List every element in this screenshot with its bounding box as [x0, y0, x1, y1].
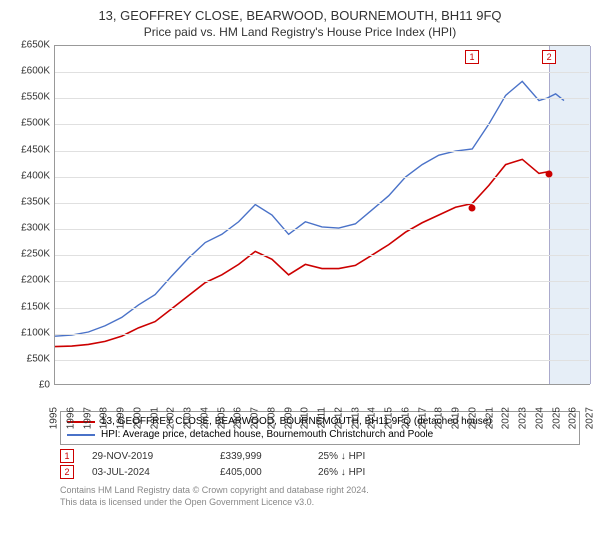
transaction-date: 29-NOV-2019: [92, 451, 202, 462]
x-tick-label: 2025: [551, 407, 562, 429]
x-tick-label: 2027: [585, 407, 596, 429]
gridline: [55, 308, 589, 309]
x-tick-label: 2019: [451, 407, 462, 429]
x-tick-label: 2008: [266, 407, 277, 429]
y-axis: £0£50K£100K£150K£200K£250K£300K£350K£400…: [10, 45, 54, 385]
y-tick-label: £350K: [21, 196, 50, 207]
x-tick-label: 1996: [65, 407, 76, 429]
x-tick-label: 1999: [116, 407, 127, 429]
x-tick-label: 2003: [183, 407, 194, 429]
marker-2: 2: [542, 50, 556, 64]
x-tick-label: 2000: [132, 407, 143, 429]
gridline: [55, 98, 589, 99]
gridline: [55, 360, 589, 361]
x-tick-label: 2011: [317, 407, 328, 429]
series-hpi: [55, 81, 564, 336]
x-tick-label: 2005: [216, 407, 227, 429]
gridline: [55, 334, 589, 335]
footnote-line-1: Contains HM Land Registry data © Crown c…: [60, 485, 580, 497]
gridline: [55, 203, 589, 204]
x-tick-label: 1998: [99, 407, 110, 429]
transaction-list: 1 29-NOV-2019 £339,999 25% ↓ HPI 2 03-JUL-202…: [10, 449, 590, 479]
x-axis: 1995199619971998199920002001200220032004…: [54, 385, 590, 405]
gridline: [55, 255, 589, 256]
x-tick-label: 2017: [417, 407, 428, 429]
transaction-row: 1 29-NOV-2019 £339,999 25% ↓ HPI: [60, 449, 580, 463]
gridline: [55, 281, 589, 282]
x-tick-label: 2024: [534, 407, 545, 429]
x-tick-label: 2020: [467, 407, 478, 429]
chart-area: £0 £50K £100K £150K £200K £250K £300K £350K £400…: [10, 45, 590, 405]
x-tick-label: 2004: [199, 407, 210, 429]
series-price_paid: [55, 159, 547, 346]
transaction-marker: 2: [60, 465, 74, 479]
y-tick-label: £650K: [21, 40, 50, 51]
x-tick-label: 2026: [568, 407, 579, 429]
x-tick-label: 2023: [518, 407, 529, 429]
y-tick-label: £500K: [21, 118, 50, 129]
x-tick-label: 2015: [384, 407, 395, 429]
gridline: [55, 229, 589, 230]
x-tick-label: 2018: [434, 407, 445, 429]
x-tick-label: 2012: [333, 407, 344, 429]
transaction-pct: 26% ↓ HPI: [318, 467, 428, 478]
title-sub: Price paid vs. HM Land Registry's House …: [10, 25, 590, 39]
x-tick-label: 2007: [250, 407, 261, 429]
transaction-pct: 25% ↓ HPI: [318, 451, 428, 462]
transaction-date: 03-JUL-2024: [92, 467, 202, 478]
y-tick-label: £0: [39, 380, 50, 391]
x-tick-label: 2009: [283, 407, 294, 429]
x-tick-label: 2022: [501, 407, 512, 429]
y-tick-label: £250K: [21, 249, 50, 260]
x-tick-label: 2010: [300, 407, 311, 429]
x-tick-label: 1995: [49, 407, 60, 429]
x-tick-label: 1997: [82, 407, 93, 429]
x-tick-label: 2021: [484, 407, 495, 429]
y-tick-label: £300K: [21, 223, 50, 234]
marker-1: 1: [465, 50, 479, 64]
transaction-price: £339,999: [220, 451, 300, 462]
y-tick-label: £200K: [21, 275, 50, 286]
y-tick-label: £550K: [21, 92, 50, 103]
transaction-price: £405,000: [220, 467, 300, 478]
y-tick-label: £400K: [21, 170, 50, 181]
gridline: [55, 124, 589, 125]
plot: 12: [54, 45, 590, 385]
title-block: 13, GEOFFREY CLOSE, BEARWOOD, BOURNEMOUT…: [10, 8, 590, 39]
x-tick-label: 2016: [400, 407, 411, 429]
marker-dot-2: [546, 171, 553, 178]
y-tick-label: £450K: [21, 144, 50, 155]
footnote-line-2: This data is licensed under the Open Gov…: [60, 497, 580, 509]
y-tick-label: £150K: [21, 301, 50, 312]
x-tick-label: 2013: [350, 407, 361, 429]
legend-swatch: [67, 434, 95, 436]
title-main: 13, GEOFFREY CLOSE, BEARWOOD, BOURNEMOUT…: [10, 8, 590, 23]
legend-label: HPI: Average price, detached house, Bour…: [101, 429, 433, 440]
transaction-marker: 1: [60, 449, 74, 463]
x-tick-label: 2006: [233, 407, 244, 429]
transaction-row: 2 03-JUL-2024 £405,000 26% ↓ HPI: [60, 465, 580, 479]
y-tick-label: £600K: [21, 66, 50, 77]
chart-container: 13, GEOFFREY CLOSE, BEARWOOD, BOURNEMOUT…: [0, 0, 600, 560]
x-tick-label: 2001: [149, 407, 160, 429]
marker-dot-1: [469, 205, 476, 212]
gridline: [55, 72, 589, 73]
y-tick-label: £100K: [21, 327, 50, 338]
gridline: [55, 177, 589, 178]
gridline: [55, 151, 589, 152]
footnote: Contains HM Land Registry data © Crown c…: [60, 485, 580, 508]
x-tick-label: 2014: [367, 407, 378, 429]
x-tick-label: 2002: [166, 407, 177, 429]
y-tick-label: £50K: [27, 353, 50, 364]
legend-item: HPI: Average price, detached house, Bour…: [67, 428, 573, 441]
